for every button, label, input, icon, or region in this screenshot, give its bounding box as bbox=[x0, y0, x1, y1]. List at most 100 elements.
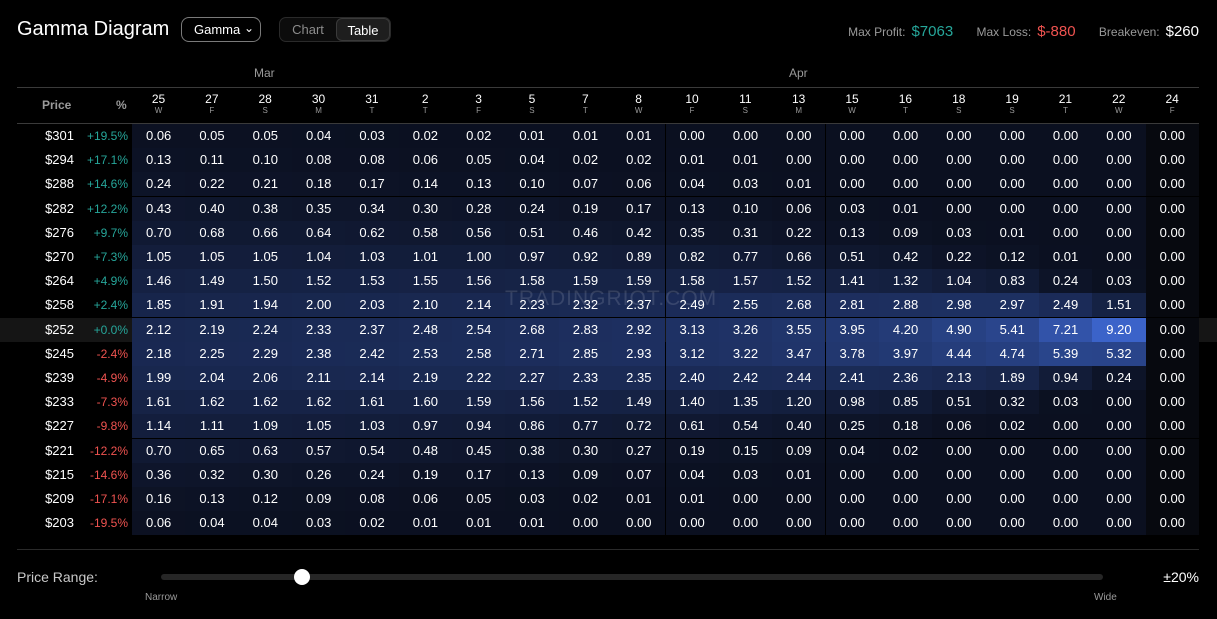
gamma-cell: 0.82 bbox=[665, 245, 719, 269]
gamma-cell: 0.48 bbox=[398, 438, 453, 463]
gamma-cell: 0.00 bbox=[1038, 462, 1093, 487]
gamma-cell: 0.18 bbox=[878, 414, 933, 439]
gamma-cell: 0.01 bbox=[505, 124, 559, 148]
gamma-cell: 0.06 bbox=[932, 414, 986, 439]
gamma-cell: 0.00 bbox=[1038, 148, 1093, 173]
gamma-cell: 0.77 bbox=[558, 414, 613, 439]
gamma-cell: 0.13 bbox=[132, 148, 186, 173]
gamma-cell: 0.01 bbox=[452, 511, 506, 536]
date-column-header: 21 T bbox=[1039, 92, 1092, 116]
gamma-cell: 0.00 bbox=[985, 124, 1039, 148]
max-profit-label: Max Profit: bbox=[848, 25, 906, 39]
gamma-cell: 0.22 bbox=[932, 245, 986, 269]
price-range-slider-track[interactable] bbox=[161, 574, 1103, 580]
date-day: 15 bbox=[845, 92, 859, 106]
gamma-cell: 0.18 bbox=[292, 172, 346, 197]
gamma-cell: 0.19 bbox=[558, 196, 613, 221]
gamma-cell: 0.42 bbox=[612, 220, 666, 245]
footer-divider bbox=[17, 549, 1199, 550]
gamma-cell: 1.53 bbox=[345, 269, 399, 294]
gamma-cell: 2.10 bbox=[398, 293, 453, 318]
row-price: $203 bbox=[45, 515, 74, 531]
gamma-cell: 0.05 bbox=[185, 124, 239, 148]
gamma-cell: 2.19 bbox=[185, 317, 239, 342]
view-toggle[interactable]: Chart Table bbox=[279, 17, 391, 42]
breakeven-label: Breakeven: bbox=[1098, 25, 1160, 39]
date-day: 27 bbox=[205, 92, 219, 106]
gamma-cell: 1.94 bbox=[238, 293, 292, 318]
gamma-cell: 0.13 bbox=[185, 487, 239, 511]
gamma-cell: 0.35 bbox=[665, 220, 719, 245]
gamma-cell: 1.51 bbox=[1092, 293, 1146, 318]
gamma-cell: 1.20 bbox=[772, 390, 826, 415]
gamma-cell: 0.00 bbox=[825, 487, 879, 511]
gamma-cell: 1.61 bbox=[132, 390, 186, 415]
price-range-slider-thumb[interactable] bbox=[294, 569, 311, 585]
gamma-cell: 0.92 bbox=[558, 245, 613, 269]
date-day: 19 bbox=[1005, 92, 1019, 106]
gamma-cell: 2.33 bbox=[558, 366, 613, 390]
table-row: $282 +12.2% 0.43 0.40 0.38 0.35 0.34 0.30 0.28 0.… bbox=[0, 196, 1217, 221]
date-column-header: 13 M bbox=[772, 92, 825, 116]
row-price: $239 bbox=[45, 370, 74, 385]
gamma-cell: 0.21 bbox=[238, 172, 292, 197]
gamma-cell: 0.00 bbox=[1092, 245, 1146, 269]
gamma-cell: 0.51 bbox=[825, 245, 879, 269]
gamma-cell: 0.09 bbox=[558, 462, 613, 487]
gamma-cell: 0.06 bbox=[772, 196, 826, 221]
metric-select[interactable]: Gamma ⌄ bbox=[181, 17, 261, 42]
date-day: 3 bbox=[475, 92, 482, 106]
table-row: $288 +14.6% 0.24 0.22 0.21 0.18 0.17 0.14 0.13 0.… bbox=[0, 172, 1217, 197]
gamma-cell: 0.63 bbox=[238, 438, 292, 463]
gamma-cell: 0.19 bbox=[665, 438, 719, 463]
gamma-cell: 2.44 bbox=[772, 366, 826, 390]
gamma-cell: 0.89 bbox=[612, 245, 666, 269]
gamma-cell: 0.00 bbox=[985, 438, 1039, 463]
gamma-cell: 0.00 bbox=[665, 124, 719, 148]
gamma-cell: 0.00 bbox=[1145, 438, 1199, 463]
gamma-cell: 3.78 bbox=[825, 341, 879, 366]
gamma-cell: 0.01 bbox=[612, 124, 666, 148]
gamma-cell: 0.00 bbox=[1092, 487, 1146, 511]
gamma-cell: 0.00 bbox=[878, 148, 933, 173]
gamma-cell: 0.00 bbox=[1092, 196, 1146, 221]
gamma-cell: 0.00 bbox=[665, 511, 719, 536]
table-row: $221 -12.2% 0.70 0.65 0.63 0.57 0.54 0.48 0.45 0.… bbox=[0, 438, 1217, 463]
gamma-cell: 1.60 bbox=[398, 390, 453, 415]
gamma-cell: 0.97 bbox=[398, 414, 453, 439]
gamma-cell: 5.32 bbox=[1092, 341, 1146, 366]
date-column-header: 22 W bbox=[1092, 92, 1145, 116]
row-percent: +9.7% bbox=[93, 225, 128, 240]
gamma-cell: 2.88 bbox=[878, 293, 933, 318]
gamma-cell: 0.24 bbox=[132, 172, 186, 197]
table-row: $301 +19.5% 0.06 0.05 0.05 0.04 0.03 0.02 0.02 0.… bbox=[0, 124, 1217, 148]
gamma-cell: 5.39 bbox=[1038, 341, 1093, 366]
max-loss-value: $-880 bbox=[1037, 23, 1076, 40]
table-row: $258 +2.4% 1.85 1.91 1.94 2.00 2.03 2.10 2.14 2.2… bbox=[0, 293, 1217, 318]
gamma-cell: 0.22 bbox=[185, 172, 239, 197]
tab-chart[interactable]: Chart bbox=[292, 22, 324, 37]
gamma-cell: 0.00 bbox=[1092, 172, 1146, 197]
date-column-header: 11 S bbox=[719, 92, 772, 116]
gamma-cell: 0.01 bbox=[612, 487, 666, 511]
price-range-value: ±20% bbox=[1163, 569, 1199, 585]
date-weekday: M bbox=[795, 106, 803, 115]
gamma-cell: 0.08 bbox=[345, 148, 399, 173]
gamma-cell: 0.26 bbox=[292, 462, 346, 487]
gamma-cell: 0.19 bbox=[398, 462, 453, 487]
gamma-cell: 4.20 bbox=[878, 317, 933, 342]
gamma-cell: 0.15 bbox=[718, 438, 773, 463]
gamma-cell: 0.00 bbox=[878, 487, 933, 511]
gamma-cell: 0.01 bbox=[505, 511, 559, 536]
gamma-cell: 0.24 bbox=[345, 462, 399, 487]
gamma-cell: 0.00 bbox=[932, 462, 986, 487]
gamma-cell: 2.03 bbox=[345, 293, 399, 318]
gamma-cell: 0.00 bbox=[932, 438, 986, 463]
table-row: $239 -4.9% 1.99 2.04 2.06 2.11 2.14 2.19 2.22 2.2… bbox=[0, 366, 1217, 390]
gamma-cell: 1.62 bbox=[292, 390, 346, 415]
gamma-cell: 0.64 bbox=[292, 220, 346, 245]
gamma-cell: 0.46 bbox=[558, 220, 613, 245]
gamma-cell: 1.59 bbox=[558, 269, 613, 294]
tab-table[interactable]: Table bbox=[336, 18, 390, 41]
